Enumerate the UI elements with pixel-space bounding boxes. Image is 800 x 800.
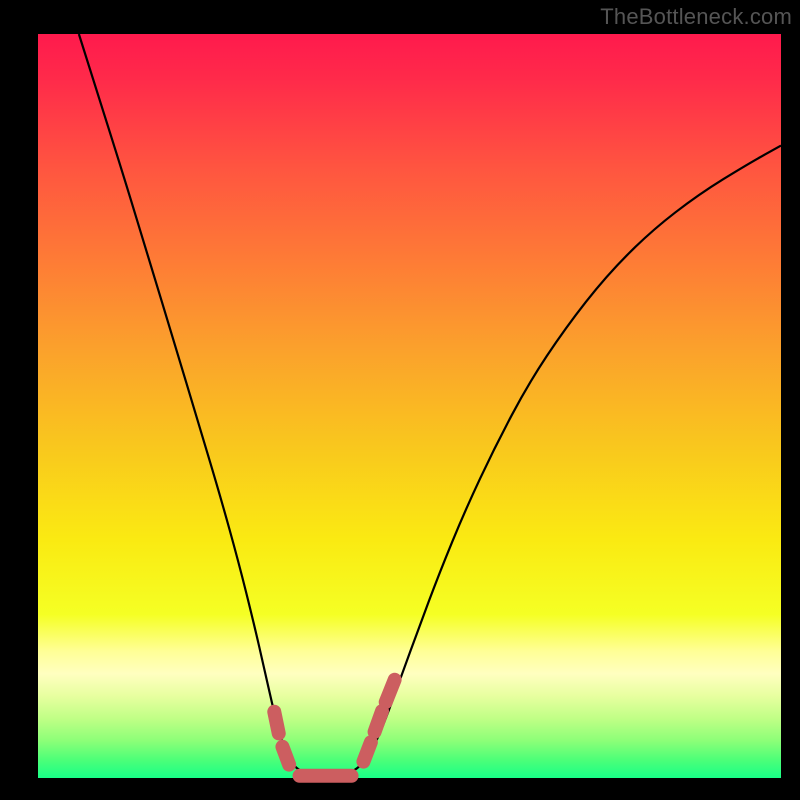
left-tick-upper bbox=[274, 712, 278, 734]
right-tick-upper bbox=[386, 680, 395, 702]
main-v-curve bbox=[79, 34, 781, 776]
curve-layer bbox=[38, 34, 781, 778]
left-tick-lower bbox=[282, 747, 289, 765]
chart-stage: TheBottleneck.com bbox=[0, 0, 800, 800]
plot-area bbox=[38, 34, 781, 778]
right-tick-mid bbox=[375, 711, 382, 732]
marker-group bbox=[274, 680, 394, 776]
watermark-text: TheBottleneck.com bbox=[600, 4, 792, 30]
right-tick-lower bbox=[363, 742, 370, 761]
